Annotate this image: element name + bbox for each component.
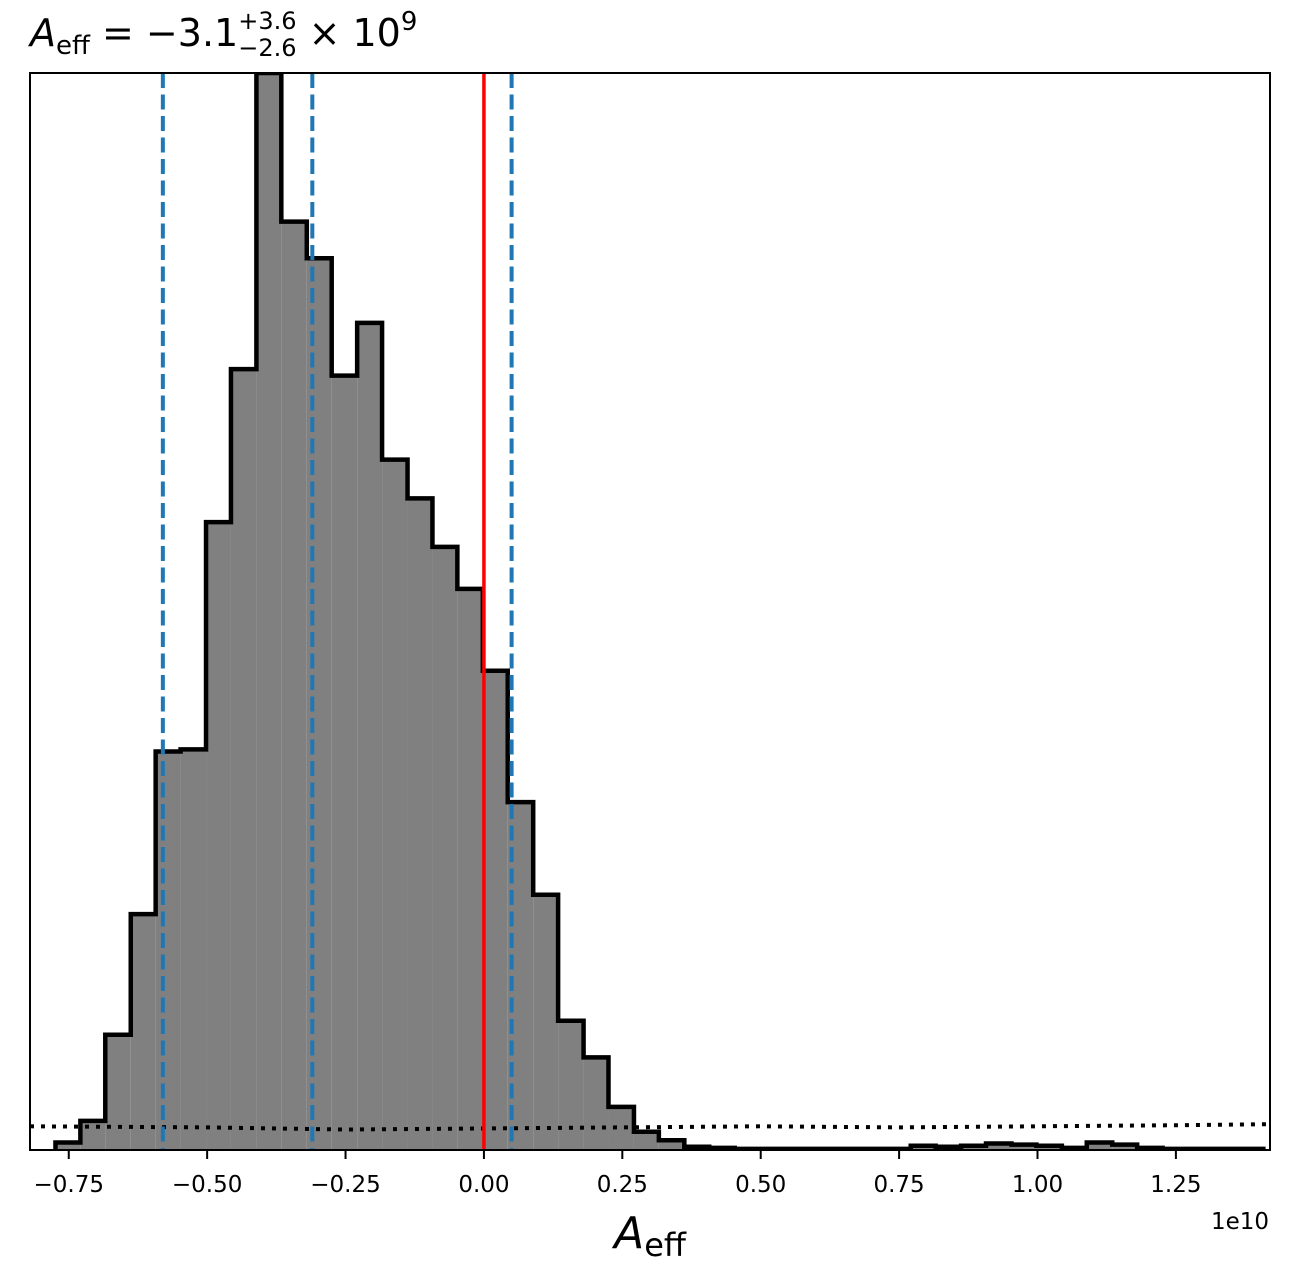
x-axis-label-sub: eff (644, 1226, 687, 1264)
histogram-bar (331, 375, 358, 1150)
chart-title: Aeff = −3.1+3.6 −2.6 × 109 (27, 7, 417, 62)
histogram-bar (457, 588, 483, 1150)
histogram-bar (533, 894, 559, 1150)
histogram-bar (382, 459, 408, 1150)
title-median: −3.1 (146, 11, 238, 55)
histogram-bar (432, 546, 458, 1150)
histogram-bar (155, 751, 181, 1150)
histogram-bar (583, 1057, 609, 1150)
histogram-bar (206, 522, 231, 1150)
x-axis-label: Aeff (611, 1208, 687, 1264)
histogram-bar (357, 322, 383, 1150)
plot-area: −0.75 −0.50 −0.25 0.00 0.25 0.50 0.75 1.00 1.25 (29, 72, 1271, 1198)
x-tick-label: −0.50 (172, 1172, 242, 1198)
histogram-bar (986, 1143, 1012, 1150)
title-err-plus: +3.6 (238, 7, 296, 35)
x-tick-label: 0.75 (873, 1172, 924, 1198)
histogram-bar (1112, 1144, 1138, 1150)
histogram-bar (256, 73, 282, 1150)
prior-dotted-line (30, 1122, 1270, 1132)
histogram-bar (658, 1140, 685, 1150)
histogram-bar (80, 1120, 106, 1150)
x-tick-label: 1.00 (1012, 1172, 1063, 1198)
title-exponent: 9 (401, 7, 418, 37)
histogram-bar (1011, 1144, 1037, 1150)
x-tick-label: −0.75 (34, 1172, 104, 1198)
histogram-bar (230, 369, 257, 1150)
x-tick-label: 0.50 (735, 1172, 786, 1198)
plot-frame (29, 72, 1271, 1151)
histogram-bar (1086, 1142, 1113, 1150)
histogram-bar (130, 914, 156, 1150)
x-axis-offset-label: 1e10 (1211, 1209, 1269, 1235)
histogram-layer (30, 73, 1270, 1150)
title-times: × 10 (296, 11, 400, 55)
histogram-bar (55, 1142, 81, 1150)
title-err-minus: −2.6 (238, 34, 296, 62)
title-symbol: A (27, 11, 56, 55)
histogram-outline (53, 73, 1266, 1150)
x-tick-label: −0.25 (310, 1172, 380, 1198)
histogram-bar (482, 670, 508, 1150)
x-tick-label: 1.25 (1150, 1172, 1201, 1198)
title-equals: = (90, 11, 146, 55)
x-axis-label-symbol: A (611, 1208, 644, 1259)
histogram-bar (633, 1131, 659, 1150)
x-tick-label: 0.25 (597, 1172, 648, 1198)
histogram-bar (558, 1020, 584, 1150)
x-tick-label: 0.00 (458, 1172, 509, 1198)
histogram-bar (608, 1106, 634, 1150)
histogram-bar (281, 221, 307, 1150)
histogram-bar (180, 749, 207, 1150)
histogram-bar (105, 1034, 131, 1150)
histogram-bar (407, 498, 433, 1150)
title-symbol-sub: eff (56, 31, 91, 61)
